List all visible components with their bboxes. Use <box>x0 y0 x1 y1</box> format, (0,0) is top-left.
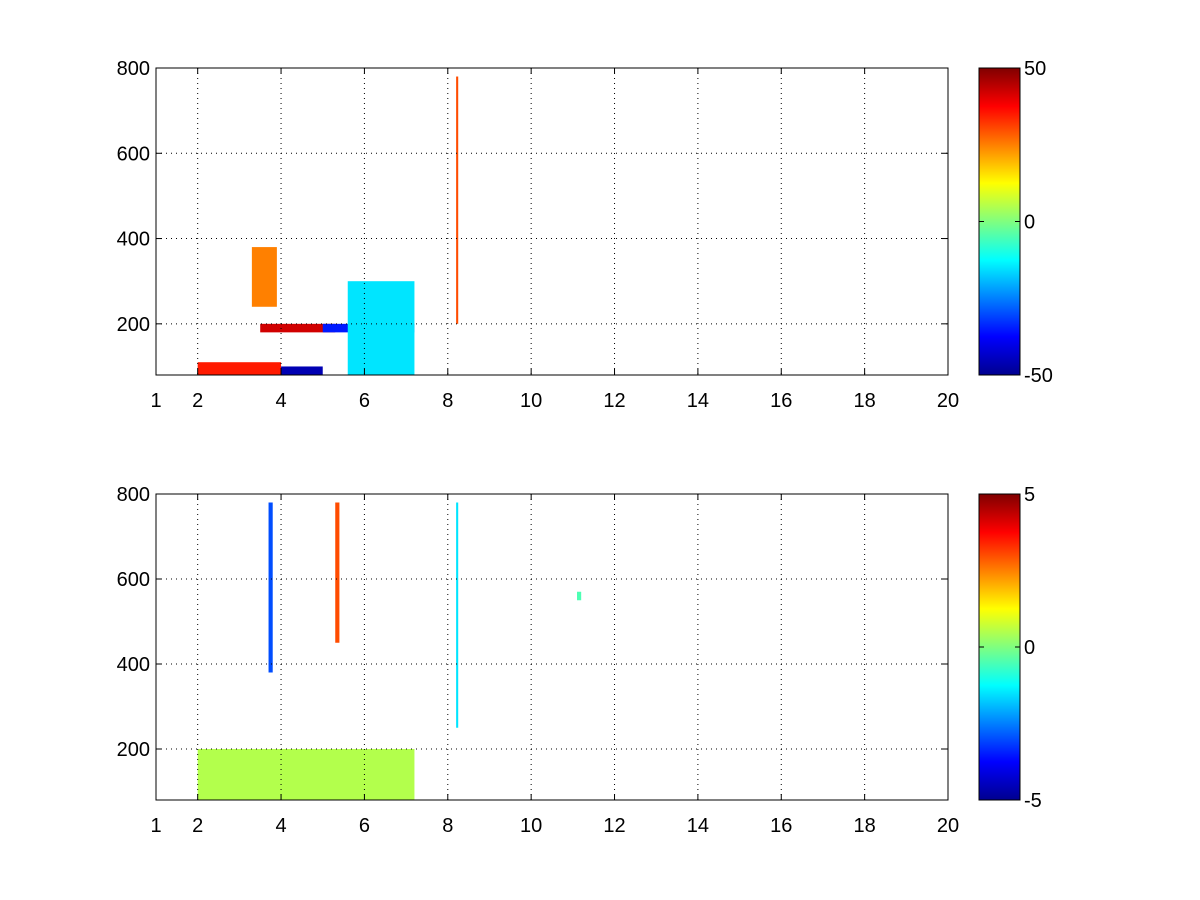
x-tick-label: 6 <box>359 815 370 837</box>
axes-frame <box>155 493 949 801</box>
heatmap-cell-1 <box>268 502 273 673</box>
x-tick-label: 10 <box>520 815 542 837</box>
y-tick-label: 400 <box>117 229 150 251</box>
x-tick-label: 10 <box>520 390 542 412</box>
colorbar-tick-label: -5 <box>1024 790 1042 812</box>
y-tick-label: 200 <box>117 739 150 761</box>
heatmap-cell-4 <box>251 247 277 307</box>
x-tick-label: 8 <box>442 815 453 837</box>
x-tick-label: 14 <box>687 390 709 412</box>
heatmap-cell-0 <box>197 749 415 800</box>
x-tick-label: 6 <box>359 390 370 412</box>
x-tick-label: 1 <box>150 390 161 412</box>
x-tick-label: 20 <box>937 815 959 837</box>
y-tick-label: 400 <box>117 654 150 676</box>
x-tick-label: 18 <box>854 390 876 412</box>
y-tick-label: 600 <box>117 143 150 165</box>
heatmap-cell-4 <box>577 591 582 601</box>
x-tick-label: 12 <box>603 390 625 412</box>
heatmap-cell-2 <box>281 366 323 375</box>
x-tick-label: 20 <box>937 390 959 412</box>
colorbar-gradient <box>978 67 1021 376</box>
colorbar-tick-label: 50 <box>1024 58 1046 80</box>
x-tick-label: 12 <box>603 815 625 837</box>
x-tick-label: 1 <box>150 815 161 837</box>
heatmap-cell-2 <box>335 502 340 643</box>
colorbar-tick-label: -50 <box>1024 365 1053 387</box>
colorbar-tick-label: 0 <box>1024 212 1035 234</box>
x-tick-label: 16 <box>770 815 792 837</box>
x-tick-label: 14 <box>687 815 709 837</box>
y-tick-label: 800 <box>117 484 150 506</box>
x-tick-label: 18 <box>854 815 876 837</box>
colorbar-tick-label: 5 <box>1024 484 1035 506</box>
y-tick-label: 600 <box>117 569 150 591</box>
heatmap-cell-1 <box>260 323 336 333</box>
colorbar-tick-label: 0 <box>1024 637 1035 659</box>
axes-frame <box>155 67 949 376</box>
x-tick-label: 4 <box>275 390 286 412</box>
heatmap-cell-6 <box>347 281 415 375</box>
colorbar: 50 0 -50 <box>978 58 1053 387</box>
colorbar: 5 0 -5 <box>978 484 1042 812</box>
heatmap-cell-5 <box>456 76 459 324</box>
x-tick-label: 8 <box>442 390 453 412</box>
colorbar-gradient <box>978 493 1021 801</box>
y-tick-label: 800 <box>117 58 150 80</box>
x-tick-label: 4 <box>275 815 286 837</box>
y-tick-label: 200 <box>117 314 150 336</box>
x-tick-label: 2 <box>192 815 203 837</box>
x-tick-label: 16 <box>770 390 792 412</box>
x-tick-label: 2 <box>192 390 203 412</box>
heatmap-cell-3 <box>456 502 459 728</box>
heatmap-cell-0 <box>197 362 282 375</box>
